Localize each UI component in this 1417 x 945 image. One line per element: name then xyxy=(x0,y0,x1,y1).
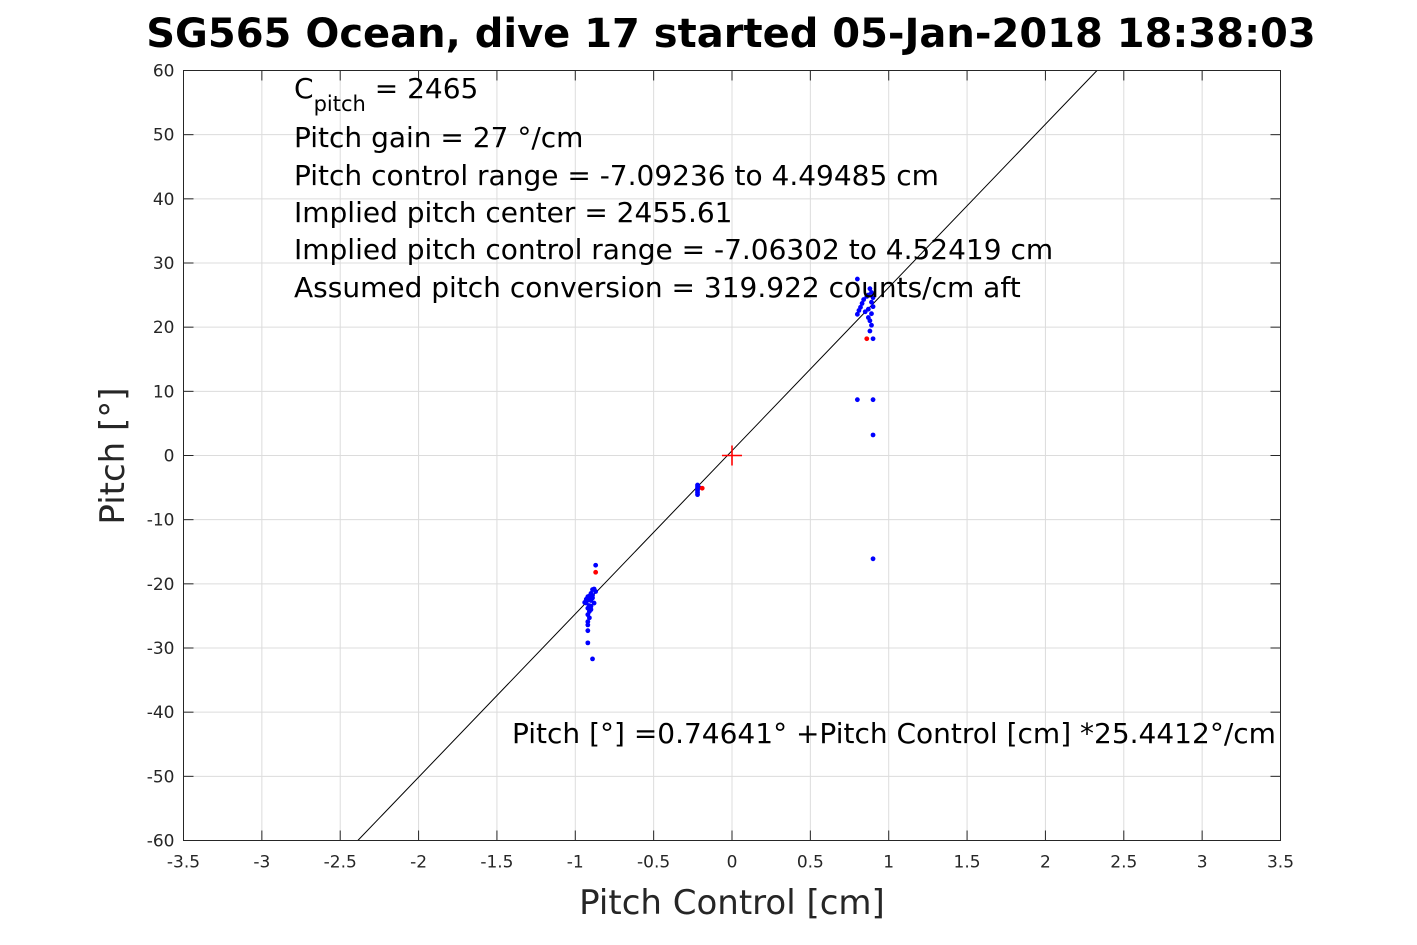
data-point xyxy=(854,397,860,403)
x-axis-label: Pitch Control [cm] xyxy=(579,883,885,923)
pitch-gain-annotation: Pitch gain = 27 °/cm xyxy=(294,121,583,154)
y-tick-label: 50 xyxy=(153,126,175,146)
y-axis-label: Pitch [°] xyxy=(93,387,133,524)
data-point xyxy=(865,306,871,312)
data-point xyxy=(869,299,874,305)
data-point xyxy=(588,598,594,603)
y-tick-label: -10 xyxy=(147,511,175,531)
grid xyxy=(183,70,1281,841)
y-tick-labels: -60 -50 -40 -30 -20 -10 0 10 20 30 40 50 60 xyxy=(147,62,175,852)
data-point xyxy=(867,286,873,292)
cpitch-annotation: Cpitch = 2465 xyxy=(294,72,478,116)
data-point xyxy=(588,607,594,612)
x-tick-label: 2.5 xyxy=(1110,853,1137,873)
data-point xyxy=(854,311,860,317)
x-tick-labels: -3.5 -3 -2.5 -2 -1.5 -1 -0.5 0 0.5 1 1.5 2 2.5 3 3.5 xyxy=(167,853,1294,873)
x-tick-label: -0.5 xyxy=(637,853,670,873)
x-tick-label: 0.5 xyxy=(797,853,824,873)
fit-equation-annotation: Pitch [°] =0.74641° +Pitch Control [cm] … xyxy=(512,717,1276,750)
data-point xyxy=(699,485,705,491)
data-point xyxy=(870,336,876,342)
data-point xyxy=(585,622,591,628)
data-point xyxy=(585,628,591,634)
data-point xyxy=(865,315,871,320)
y-tick-label: -40 xyxy=(147,703,175,723)
data-point xyxy=(583,596,589,602)
data-point xyxy=(854,276,860,282)
y-tick-label: 0 xyxy=(164,447,175,467)
x-tick-label: -3 xyxy=(253,853,270,873)
y-tick-label: 10 xyxy=(153,382,175,402)
data-point xyxy=(586,615,592,621)
cpitch-subscript: pitch xyxy=(314,92,366,116)
y-tick-label: -30 xyxy=(147,639,175,659)
x-tick-label: 1.5 xyxy=(954,853,981,873)
pitch-control-range-annotation: Pitch control range = -7.09236 to 4.4948… xyxy=(294,159,939,192)
data-point xyxy=(870,432,876,438)
x-tick-label: 2 xyxy=(1040,853,1051,873)
data-point xyxy=(864,336,870,342)
y-tick-label: 20 xyxy=(153,318,175,338)
data-point xyxy=(869,290,874,295)
assumed-pitch-conversion-annotation: Assumed pitch conversion = 319.922 count… xyxy=(294,271,1021,304)
data-point xyxy=(593,562,599,568)
data-point xyxy=(870,556,876,562)
data-points xyxy=(582,276,876,662)
y-tick-label: 60 xyxy=(153,62,175,82)
center-marker-group xyxy=(722,445,742,466)
y-tick-label: -60 xyxy=(147,832,175,852)
x-tick-label: 0 xyxy=(727,853,738,873)
data-point xyxy=(870,397,876,403)
x-tick-label: -2.5 xyxy=(324,853,357,873)
implied-pitch-center-annotation: Implied pitch center = 2455.61 xyxy=(294,196,732,229)
axis-ticks xyxy=(183,70,1281,841)
x-tick-label: -1.5 xyxy=(480,853,513,873)
data-point xyxy=(590,656,595,662)
data-point xyxy=(859,301,865,306)
data-point xyxy=(858,304,863,310)
data-point xyxy=(695,492,700,498)
y-tick-label: -50 xyxy=(147,767,175,787)
x-tick-label: -2 xyxy=(410,853,427,873)
x-tick-label: 3 xyxy=(1197,853,1208,873)
x-tick-label: -3.5 xyxy=(167,853,200,873)
data-point xyxy=(590,587,595,593)
chart-title: SG565 Ocean, dive 17 started 05-Jan-2018… xyxy=(146,11,1315,57)
implied-pitch-control-range-annotation: Implied pitch control range = -7.06302 t… xyxy=(294,233,1053,266)
data-point xyxy=(586,593,592,599)
cpitch-value: = 2465 xyxy=(366,72,479,105)
x-tick-label: -1 xyxy=(567,853,584,873)
data-point xyxy=(585,640,591,646)
y-tick-label: 40 xyxy=(153,190,175,210)
data-point xyxy=(869,311,874,317)
cpitch-base: C xyxy=(294,72,314,105)
y-tick-label: 30 xyxy=(153,254,175,274)
data-point xyxy=(870,295,876,301)
data-point xyxy=(867,328,873,334)
x-tick-label: 3.5 xyxy=(1267,853,1294,873)
y-tick-label: -20 xyxy=(147,575,175,595)
data-point xyxy=(869,322,874,328)
data-point xyxy=(870,304,876,310)
data-point xyxy=(861,297,867,302)
x-tick-label: 1 xyxy=(883,853,894,873)
data-point xyxy=(593,569,599,575)
